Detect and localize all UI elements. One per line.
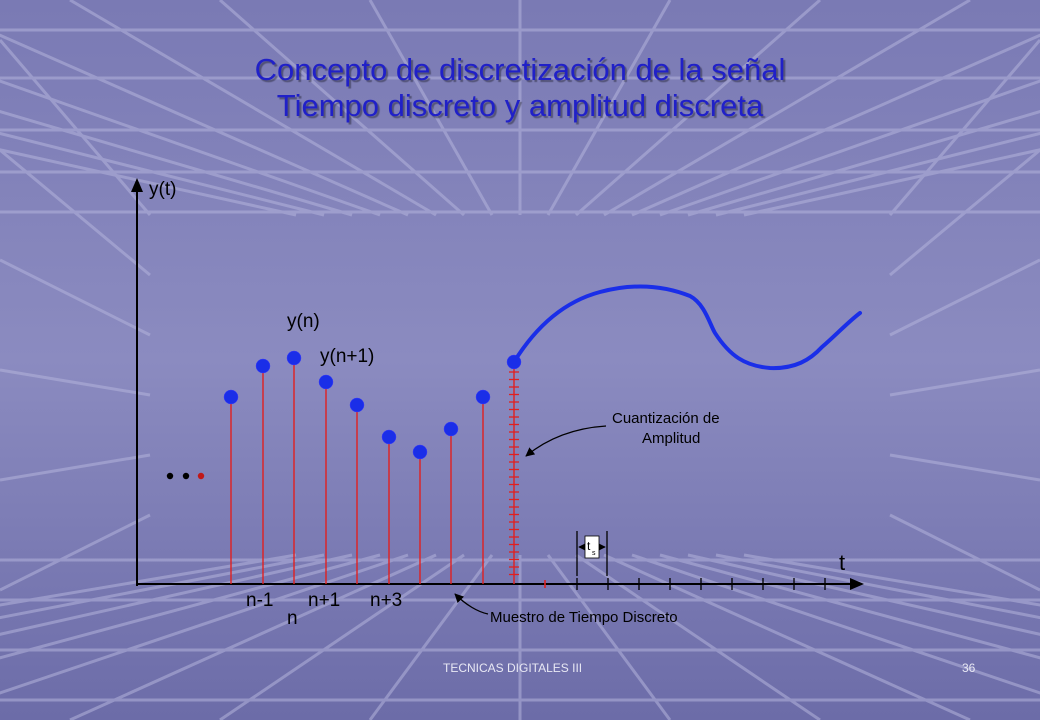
footer-course-name: TECNICAS DIGITALES III bbox=[443, 661, 583, 675]
sample-point bbox=[223, 389, 239, 405]
t-axis-arrow-icon bbox=[850, 578, 864, 590]
quantization-arrow bbox=[525, 425, 607, 457]
tick-label-n-plus-3: n+3 bbox=[370, 590, 402, 611]
grid-line bbox=[631, 553, 1040, 695]
grid-line bbox=[659, 79, 1040, 217]
grid-line bbox=[219, 553, 465, 720]
grid-line bbox=[0, 33, 409, 217]
grid-line bbox=[0, 148, 151, 277]
ts-label-main: t bbox=[587, 539, 591, 553]
grid-line bbox=[889, 453, 1040, 482]
grid-line bbox=[0, 553, 297, 607]
grid-line bbox=[603, 553, 971, 720]
quantization-label-line2: Amplitud bbox=[642, 430, 700, 447]
grid-line bbox=[0, 148, 297, 217]
grid-line bbox=[0, 513, 151, 592]
tick-label-n-minus-1: n-1 bbox=[246, 590, 273, 611]
grid-line bbox=[687, 110, 1040, 217]
ts-label-box bbox=[584, 535, 600, 559]
continuous-signal-curve bbox=[512, 284, 862, 371]
grid-line bbox=[0, 553, 381, 660]
y-axis-arrow-icon bbox=[131, 178, 143, 192]
label-y-n: y(n) bbox=[287, 311, 320, 332]
ellipsis-dot bbox=[182, 472, 190, 480]
grid-line bbox=[603, 0, 971, 217]
grid-line bbox=[715, 131, 1040, 217]
grid-line bbox=[889, 148, 1040, 277]
sampling-label: Muestro de Tiempo Discreto bbox=[490, 609, 678, 626]
grid-line bbox=[0, 553, 325, 620]
ellipsis-dot bbox=[197, 472, 205, 480]
grid-line bbox=[631, 33, 1040, 217]
sample-point bbox=[286, 350, 302, 366]
grid-line bbox=[368, 554, 494, 720]
sample-point bbox=[412, 444, 428, 460]
grid-line bbox=[219, 0, 465, 217]
grid-line bbox=[0, 553, 353, 636]
tick-label-n-plus-1: n+1 bbox=[308, 590, 340, 611]
tick-label-n: n bbox=[287, 608, 298, 629]
grid-line bbox=[659, 553, 1040, 660]
sample-point bbox=[443, 421, 459, 437]
label-y-n-plus-1: y(n+1) bbox=[320, 346, 374, 367]
grid-line bbox=[0, 453, 151, 482]
grid-line bbox=[0, 368, 151, 397]
grid-line bbox=[0, 39, 152, 216]
sample-point bbox=[318, 374, 334, 390]
grid-line bbox=[0, 79, 381, 217]
grid-line bbox=[546, 554, 672, 720]
sample-point bbox=[381, 429, 397, 445]
footer-page-number: 36 bbox=[962, 661, 976, 675]
grid-line bbox=[368, 0, 494, 216]
grid-line bbox=[889, 513, 1040, 592]
grid-line bbox=[0, 131, 325, 217]
slide-title-line1: Concepto de discretización de la señal bbox=[254, 52, 786, 87]
grid-line bbox=[0, 258, 151, 337]
grid-line bbox=[575, 0, 821, 217]
grid-line bbox=[0, 110, 353, 217]
sample-point bbox=[475, 389, 491, 405]
quantization-label-line1: Cuantización de bbox=[612, 410, 720, 427]
slide-title-line2: Tiempo discreto y amplitud discreta bbox=[276, 88, 764, 123]
grid-line bbox=[575, 553, 821, 720]
grid-line bbox=[69, 0, 437, 217]
y-axis-label: y(t) bbox=[149, 179, 176, 200]
t-axis-label: t bbox=[839, 550, 845, 575]
grid-line bbox=[69, 553, 437, 720]
ellipsis-dot bbox=[166, 472, 174, 480]
grid-line bbox=[888, 39, 1040, 216]
grid-line bbox=[889, 258, 1040, 337]
sample-point bbox=[255, 358, 271, 374]
grid-line bbox=[743, 148, 1040, 217]
sampling-arrow bbox=[454, 593, 489, 615]
sample-point bbox=[349, 397, 365, 413]
ts-label-sub: s bbox=[592, 550, 596, 557]
grid-line bbox=[743, 553, 1040, 607]
grid-line bbox=[889, 368, 1040, 397]
grid-line bbox=[687, 553, 1040, 636]
grid-line bbox=[546, 0, 672, 216]
